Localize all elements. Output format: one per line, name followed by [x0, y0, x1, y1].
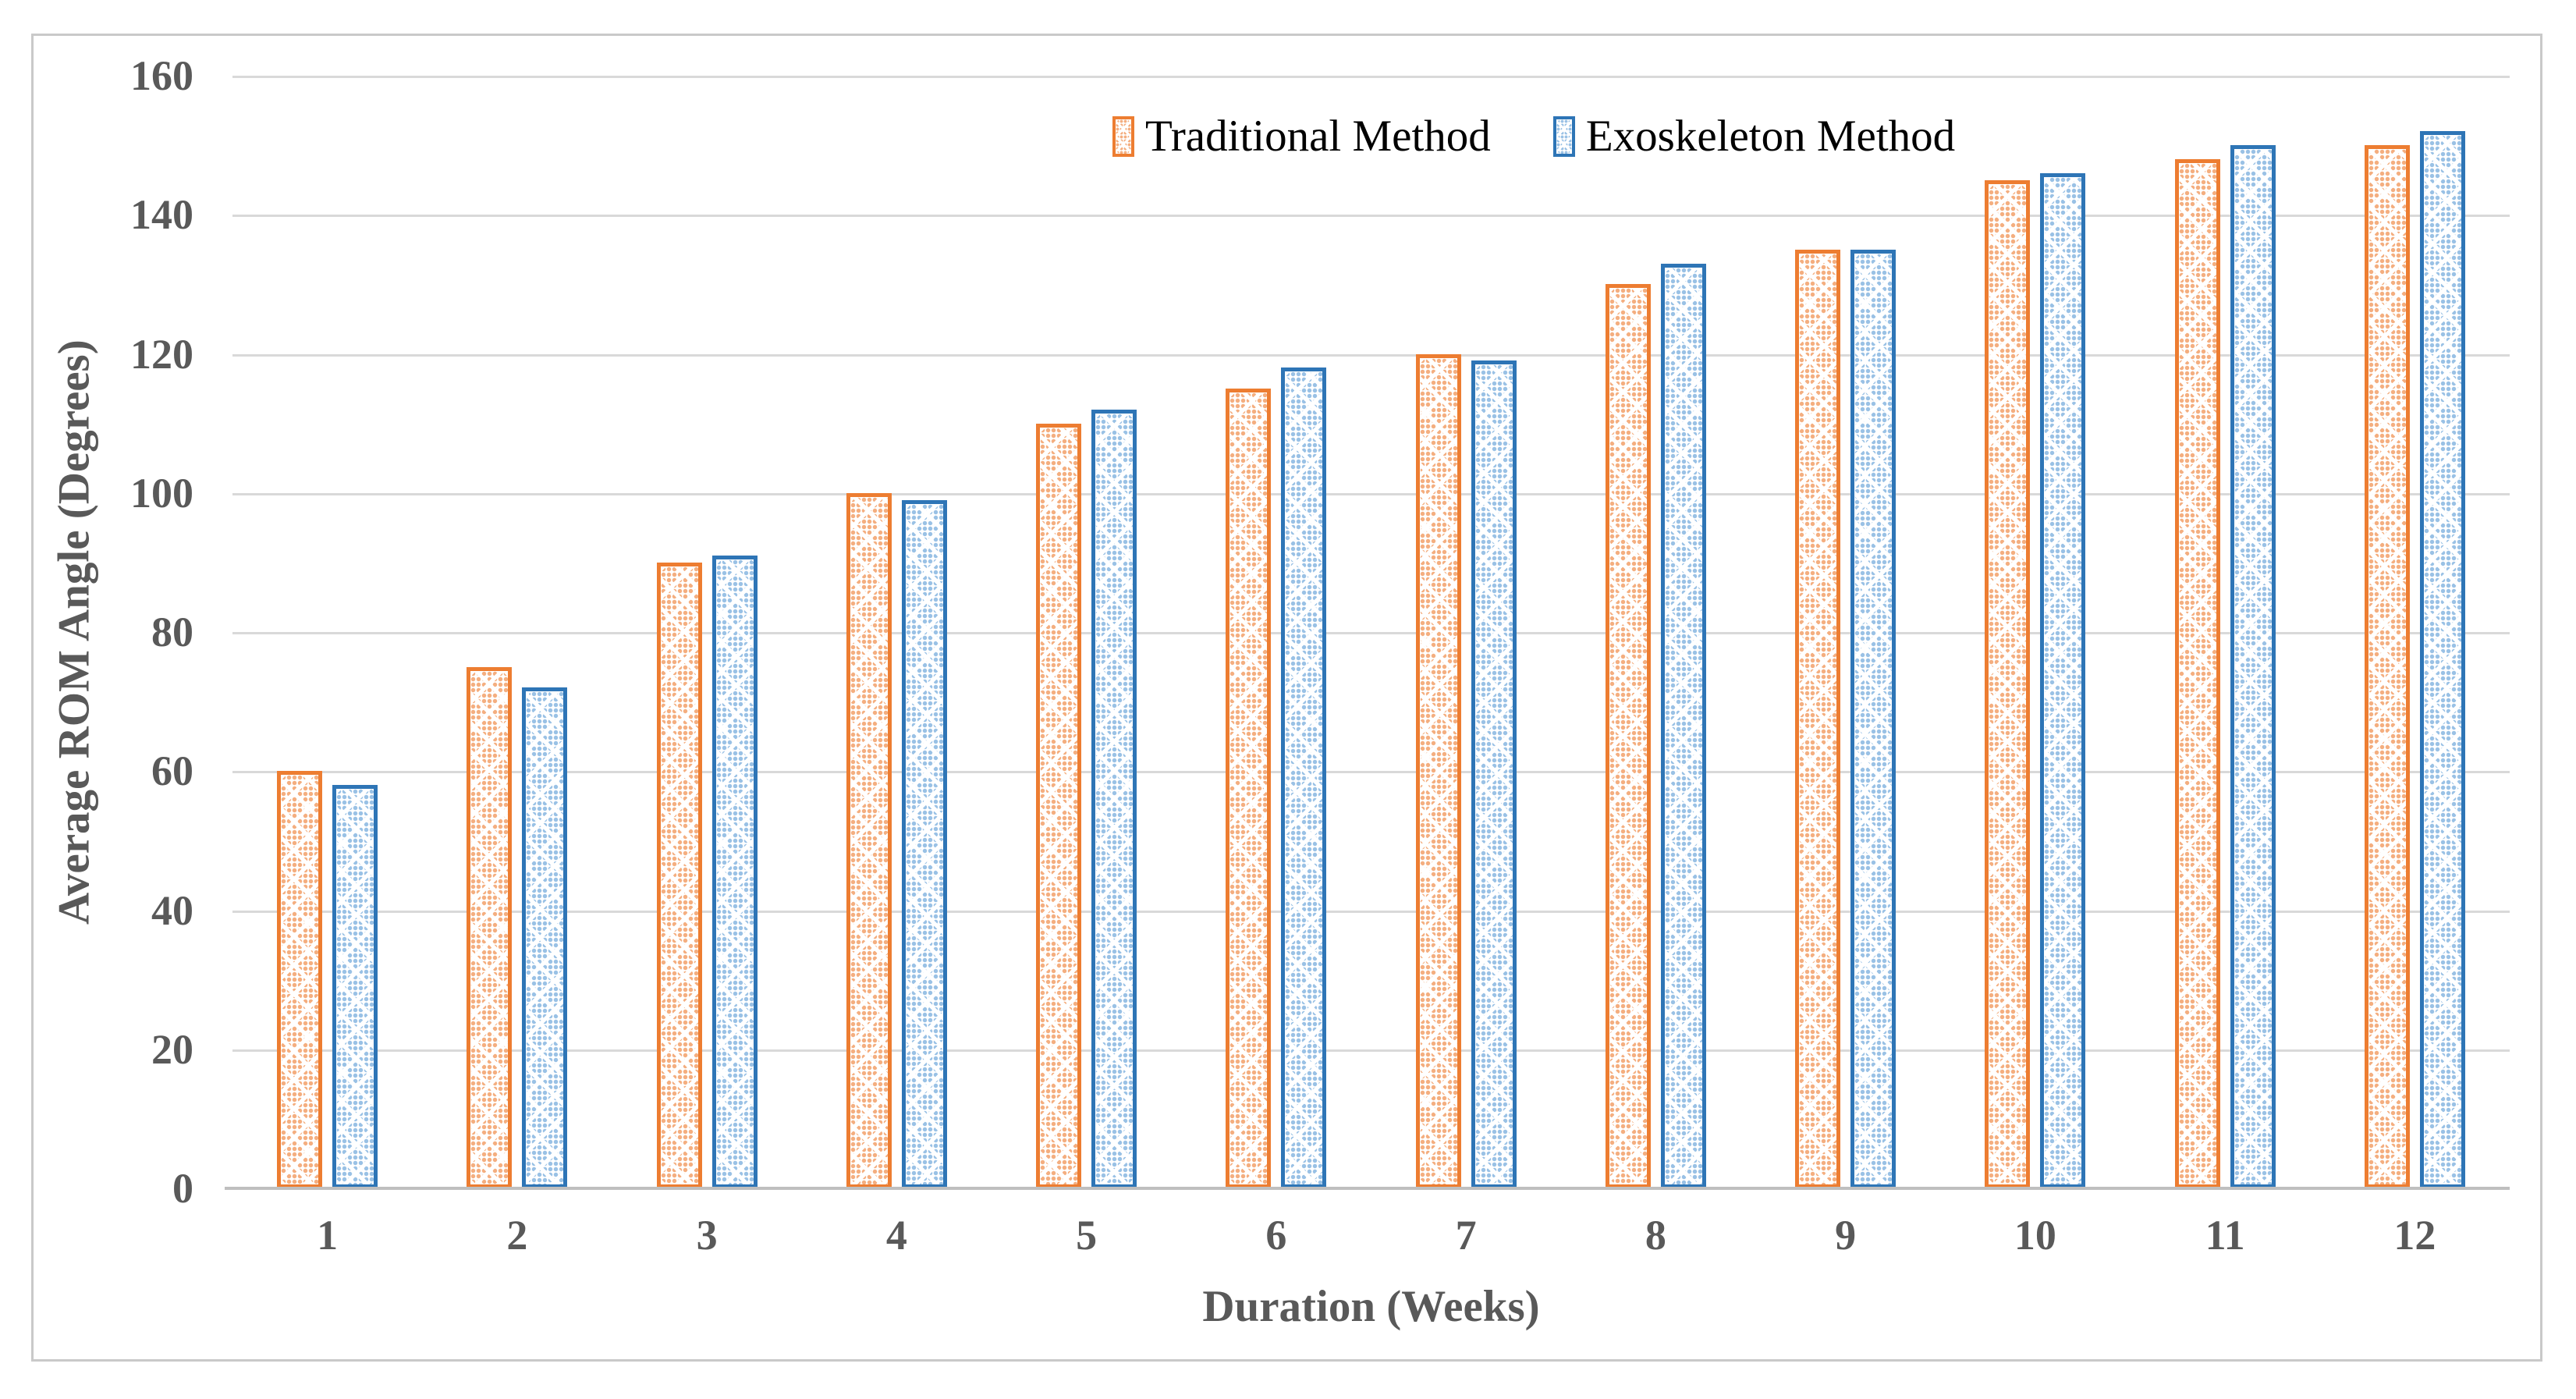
x-tick-label-9: 9: [1835, 1212, 1857, 1259]
y-tick-label-0: 0: [172, 1165, 193, 1212]
exoskeleton-series-swatch-icon: [1552, 115, 1575, 157]
bar-series-container: [232, 76, 2510, 1188]
y-tick-label-20: 20: [151, 1025, 193, 1073]
bar-group-week-12: [2320, 76, 2510, 1188]
gridline-20: [232, 1049, 2510, 1052]
traditional-bar-week-12: [2364, 145, 2410, 1188]
x-tick-label-2: 2: [506, 1212, 528, 1259]
legend-label-exoskeleton: Exoskeleton Method: [1585, 112, 1956, 161]
gridline-100: [232, 492, 2510, 495]
y-tick-label-60: 60: [151, 747, 193, 795]
x-tick-label-3: 3: [696, 1212, 718, 1259]
y-tick-label-120: 120: [130, 330, 193, 378]
traditional-bar-week-7: [1415, 353, 1461, 1188]
exoskeleton-bar-week-5: [1091, 409, 1137, 1188]
x-tick-label-6: 6: [1265, 1212, 1287, 1259]
x-tick-label-1: 1: [317, 1212, 339, 1259]
traditional-bar-week-4: [846, 492, 892, 1188]
bar-group-week-11: [2131, 76, 2320, 1188]
x-tick-label-11: 11: [2205, 1212, 2245, 1259]
y-axis-tick-labels: 0 20 40 60 80 100 120 140 160: [16, 55, 193, 1209]
y-tick-label-80: 80: [151, 609, 193, 655]
gridline-120: [232, 353, 2510, 357]
exoskeleton-bar-week-9: [1850, 249, 1897, 1188]
exoskeleton-bar-week-6: [1281, 368, 1327, 1188]
traditional-bar-week-6: [1226, 389, 1272, 1188]
bar-group-week-5: [992, 76, 1181, 1188]
exoskeleton-bar-week-11: [2230, 145, 2276, 1188]
bar-group-week-1: [232, 76, 422, 1188]
bar-group-week-10: [1940, 76, 2130, 1188]
traditional-bar-week-2: [467, 666, 513, 1188]
y-tick-label-40: 40: [151, 886, 193, 934]
gridline-80: [232, 632, 2510, 634]
x-axis-title: Duration (Weeks): [1202, 1282, 1540, 1331]
x-tick-label-12: 12: [2393, 1212, 2436, 1259]
bar-group-week-9: [1751, 76, 1940, 1188]
traditional-bar-week-5: [1036, 423, 1082, 1188]
traditional-bar-week-9: [1795, 249, 1841, 1188]
y-tick-label-100: 100: [130, 469, 193, 517]
bar-group-week-8: [1561, 76, 1751, 1188]
traditional-bar-week-1: [277, 771, 323, 1188]
x-axis-line: [225, 1187, 2510, 1190]
legend-label-traditional: Traditional Method: [1145, 112, 1491, 161]
bar-group-week-2: [422, 76, 612, 1188]
x-tick-label-8: 8: [1645, 1212, 1666, 1259]
traditional-bar-week-3: [656, 562, 702, 1188]
traditional-series-swatch-icon: [1112, 115, 1134, 157]
x-axis-tick-labels: 1 2 3 4 5 6 7 8 9 10 11 12: [232, 1211, 2510, 1259]
exoskeleton-bar-week-8: [1660, 263, 1706, 1188]
y-tick-label-140: 140: [130, 191, 193, 239]
traditional-bar-week-8: [1605, 284, 1651, 1188]
x-tick-label-5: 5: [1076, 1212, 1098, 1259]
bar-group-week-7: [1371, 76, 1561, 1188]
exoskeleton-bar-week-10: [2040, 172, 2086, 1188]
gridline-140: [232, 215, 2510, 218]
bar-group-week-4: [802, 76, 992, 1188]
bar-group-week-3: [612, 76, 802, 1188]
exoskeleton-bar-week-7: [1471, 360, 1517, 1188]
y-tick-label-160: 160: [130, 52, 193, 99]
plot-area: [225, 76, 2510, 1190]
traditional-bar-week-10: [1985, 179, 2031, 1188]
exoskeleton-bar-week-2: [522, 687, 568, 1188]
x-tick-label-10: 10: [2014, 1212, 2056, 1259]
gridline-40: [232, 910, 2510, 913]
x-tick-label-7: 7: [1455, 1212, 1477, 1259]
gridline-60: [232, 771, 2510, 774]
exoskeleton-bar-week-12: [2419, 131, 2465, 1188]
gridline-160: [232, 76, 2510, 78]
exoskeleton-bar-week-3: [711, 555, 758, 1188]
exoskeleton-bar-week-1: [332, 785, 378, 1188]
traditional-bar-week-11: [2174, 158, 2220, 1188]
bar-group-week-6: [1181, 76, 1371, 1188]
legend-item-traditional: Traditional Method: [1112, 114, 1491, 158]
x-tick-label-4: 4: [885, 1212, 907, 1259]
legend: Traditional Method Exoskeleton Method: [1112, 114, 1955, 158]
exoskeleton-bar-week-4: [901, 499, 947, 1188]
legend-item-exoskeleton: Exoskeleton Method: [1552, 112, 1956, 161]
